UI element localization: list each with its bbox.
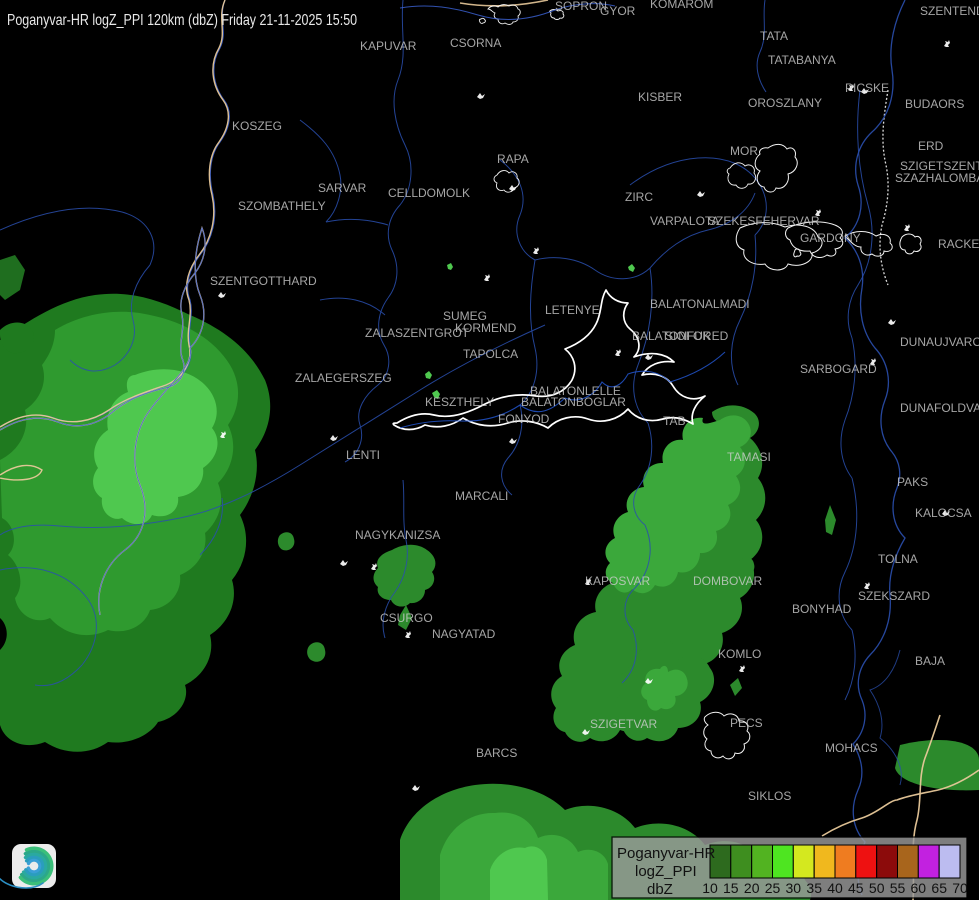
svg-text:KOSZEG: KOSZEG <box>232 119 282 133</box>
svg-text:TATA: TATA <box>760 29 788 43</box>
svg-text:BUDAORS: BUDAORS <box>905 97 964 111</box>
svg-text:50: 50 <box>869 880 885 896</box>
svg-text:55: 55 <box>890 880 906 896</box>
svg-text:RACKEVE: RACKEVE <box>938 237 979 251</box>
svg-text:SZEKESFEHERVAR: SZEKESFEHERVAR <box>708 214 820 228</box>
svg-text:35: 35 <box>806 880 822 896</box>
svg-text:GYOR: GYOR <box>600 4 636 18</box>
svg-text:TATABANYA: TATABANYA <box>768 53 836 67</box>
svg-text:TAPOLCA: TAPOLCA <box>463 347 518 361</box>
svg-text:SZENTENDRE: SZENTENDRE <box>920 4 979 18</box>
svg-text:NAGYATAD: NAGYATAD <box>432 627 496 641</box>
svg-text:TOLNA: TOLNA <box>878 552 918 566</box>
svg-text:BONYHAD: BONYHAD <box>792 602 852 616</box>
svg-text:45: 45 <box>848 880 864 896</box>
svg-text:40: 40 <box>827 880 843 896</box>
svg-text:SZENTGOTTHARD: SZENTGOTTHARD <box>210 274 317 288</box>
svg-text:MOR: MOR <box>730 144 758 158</box>
svg-text:FONYOD: FONYOD <box>498 412 550 426</box>
svg-text:SZEKSZARD: SZEKSZARD <box>858 589 930 603</box>
svg-text:TAB: TAB <box>663 414 685 428</box>
svg-text:15: 15 <box>723 880 739 896</box>
svg-text:OROSZLANY: OROSZLANY <box>748 96 822 110</box>
svg-text:SARBOGARD: SARBOGARD <box>800 362 877 376</box>
svg-text:SIKLOS: SIKLOS <box>748 789 791 803</box>
svg-text:KAPOSVAR: KAPOSVAR <box>585 574 650 588</box>
svg-text:KISBER: KISBER <box>638 90 682 104</box>
svg-text:LETENYE: LETENYE <box>545 303 600 317</box>
svg-text:KOMLO: KOMLO <box>718 647 761 661</box>
svg-text:DUNAFOLDVAR: DUNAFOLDVAR <box>900 401 979 415</box>
svg-text:SZAZHALOMBATTA: SZAZHALOMBATTA <box>895 171 979 185</box>
svg-text:TAMASI: TAMASI <box>727 450 771 464</box>
svg-text:SZOMBATHELY: SZOMBATHELY <box>238 199 326 213</box>
svg-text:ZALASZENTGROT: ZALASZENTGROT <box>365 326 470 340</box>
svg-text:ERD: ERD <box>918 139 944 153</box>
svg-text:Poganyvar-HR: Poganyvar-HR <box>617 845 716 862</box>
svg-text:70: 70 <box>952 880 968 896</box>
svg-text:20: 20 <box>744 880 760 896</box>
svg-text:30: 30 <box>786 880 802 896</box>
svg-text:ZIRC: ZIRC <box>625 190 653 204</box>
svg-text:SIOFOK: SIOFOK <box>665 329 710 343</box>
svg-text:BAJA: BAJA <box>915 654 945 668</box>
svg-text:CSURGO: CSURGO <box>380 611 433 625</box>
svg-text:KALOCSA: KALOCSA <box>915 506 972 520</box>
svg-text:60: 60 <box>911 880 927 896</box>
svg-text:10: 10 <box>702 880 718 896</box>
svg-text:CELLDOMOLK: CELLDOMOLK <box>388 186 470 200</box>
svg-text:DOMBOVAR: DOMBOVAR <box>693 574 762 588</box>
svg-text:SARVAR: SARVAR <box>318 181 367 195</box>
svg-text:KOMAROM: KOMAROM <box>650 0 713 11</box>
svg-text:KORMEND: KORMEND <box>455 321 517 335</box>
svg-text:RAPA: RAPA <box>497 152 529 166</box>
svg-text:LENTI: LENTI <box>346 448 380 462</box>
svg-text:GARDONY: GARDONY <box>800 231 861 245</box>
svg-text:PECS: PECS <box>730 716 763 730</box>
svg-text:MARCALI: MARCALI <box>455 489 508 503</box>
svg-text:CSORNA: CSORNA <box>450 36 501 50</box>
svg-text:ZALAEGERSZEG: ZALAEGERSZEG <box>295 371 392 385</box>
svg-text:65: 65 <box>931 880 947 896</box>
svg-text:MOHACS: MOHACS <box>825 741 878 755</box>
svg-text:PAKS: PAKS <box>897 475 928 489</box>
svg-text:BALATONALMADI: BALATONALMADI <box>650 297 750 311</box>
svg-text:BALATONBOGLAR: BALATONBOGLAR <box>521 395 626 409</box>
svg-text:PICSKE: PICSKE <box>845 81 889 95</box>
svg-text:NAGYKANIZSA: NAGYKANIZSA <box>355 528 440 542</box>
svg-text:KESZTHELY: KESZTHELY <box>425 395 494 409</box>
svg-text:BARCS: BARCS <box>476 746 517 760</box>
svg-text:KAPUVAR: KAPUVAR <box>360 39 417 53</box>
svg-text:logZ_PPI: logZ_PPI <box>635 863 697 880</box>
svg-text:SZIGETVAR: SZIGETVAR <box>590 717 657 731</box>
svg-text:dbZ: dbZ <box>647 881 673 898</box>
svg-text:25: 25 <box>765 880 781 896</box>
